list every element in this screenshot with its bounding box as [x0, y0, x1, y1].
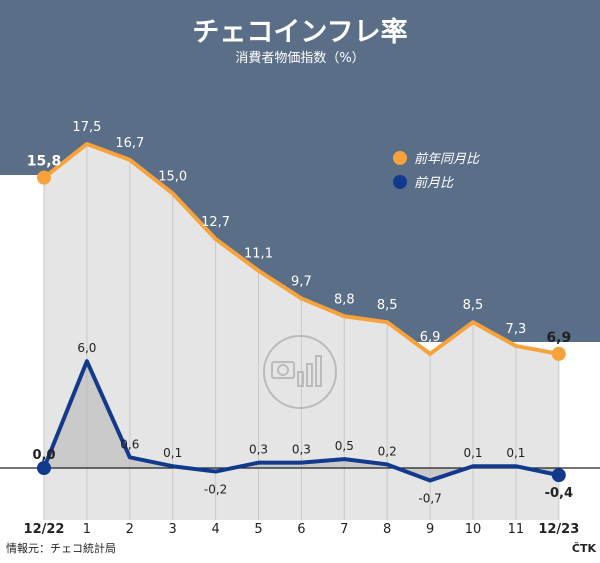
header-cutout: [0, 175, 44, 355]
x-axis-tick-label: 7: [340, 522, 348, 537]
annual-data-label: 8,5: [463, 298, 484, 313]
annual-data-label: 12,7: [201, 215, 230, 230]
annual-data-label: 9,7: [291, 274, 312, 289]
annual-data-label: 11,1: [244, 247, 273, 262]
chart-title: チェコインフレ率: [192, 16, 407, 48]
monthly-data-label: 0,6: [120, 437, 139, 451]
monthly-data-label: 0,5: [335, 439, 354, 453]
legend-marker-annual: [393, 151, 407, 165]
annual-data-label: 15,8: [27, 154, 62, 170]
monthly-data-label: 0,3: [249, 443, 268, 457]
monthly-data-label: 0,3: [292, 443, 311, 457]
x-axis-tick-label: 4: [211, 522, 219, 537]
x-axis-tick-label: 11: [508, 522, 525, 537]
x-axis-tick-label: 5: [254, 522, 262, 537]
chart-subtitle: 消費者物価指数（%）: [235, 51, 364, 66]
annual-data-label: 8,8: [334, 292, 355, 307]
annual-data-label: 6,9: [420, 330, 441, 345]
monthly-data-label: 0,1: [506, 446, 525, 460]
legend-marker-monthly: [393, 175, 407, 189]
x-axis-tick-label: 8: [383, 522, 391, 537]
monthly-data-label: 0,2: [378, 444, 397, 458]
watermark-logo: [263, 335, 337, 409]
annual-point: [37, 170, 51, 185]
monthly-data-label: -0,2: [204, 483, 227, 497]
x-axis-tick-label: 9: [426, 522, 434, 537]
source-note: 情報元：チェコ統計局: [6, 541, 116, 555]
series-line-annual: [42, 142, 560, 356]
annual-data-label: 6,9: [546, 330, 571, 346]
x-axis-tick-label: 12/22: [24, 522, 65, 537]
monthly-point: [37, 461, 51, 475]
x-axis-tick-label: 2: [126, 522, 134, 537]
x-axis-tick-label: 1: [83, 522, 91, 537]
legend-label-monthly: 前月比: [414, 176, 454, 191]
monthly-data-label: 6,0: [77, 341, 96, 355]
annual-data-label: 8,5: [377, 298, 398, 313]
monthly-data-label: -0,7: [418, 491, 441, 505]
x-axis-tick-label: 12/23: [538, 522, 579, 537]
monthly-data-label: 0,0: [32, 448, 55, 463]
monthly-data-label: -0,4: [545, 486, 573, 501]
monthly-point: [551, 468, 566, 483]
monthly-data-label: 0,1: [463, 446, 482, 460]
monthly-data-label: 0,1: [163, 446, 182, 460]
annual-data-label: 7,3: [506, 322, 527, 337]
legend-label-annual: 前年同月比: [414, 152, 480, 167]
legend: 前年同月比 前月比: [393, 151, 480, 191]
x-axis-tick-label: 3: [169, 522, 177, 537]
annual-data-label: 17,5: [72, 120, 101, 135]
agency-credit: ČTK: [572, 542, 597, 555]
annual-data-label: 16,7: [115, 136, 144, 151]
series-line-monthly: [42, 359, 560, 483]
annual-data-label: 15,0: [158, 170, 187, 185]
x-axis-tick-label: 10: [465, 522, 482, 537]
annual-point: [551, 346, 566, 361]
x-axis-tick-label: 6: [297, 522, 305, 537]
